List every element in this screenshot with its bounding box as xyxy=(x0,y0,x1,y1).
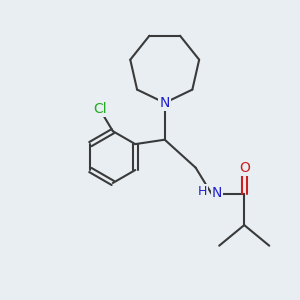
Text: N: N xyxy=(160,96,170,110)
Text: H: H xyxy=(198,185,207,198)
Text: N: N xyxy=(212,186,222,200)
Text: Cl: Cl xyxy=(93,102,106,116)
Text: O: O xyxy=(239,161,250,175)
